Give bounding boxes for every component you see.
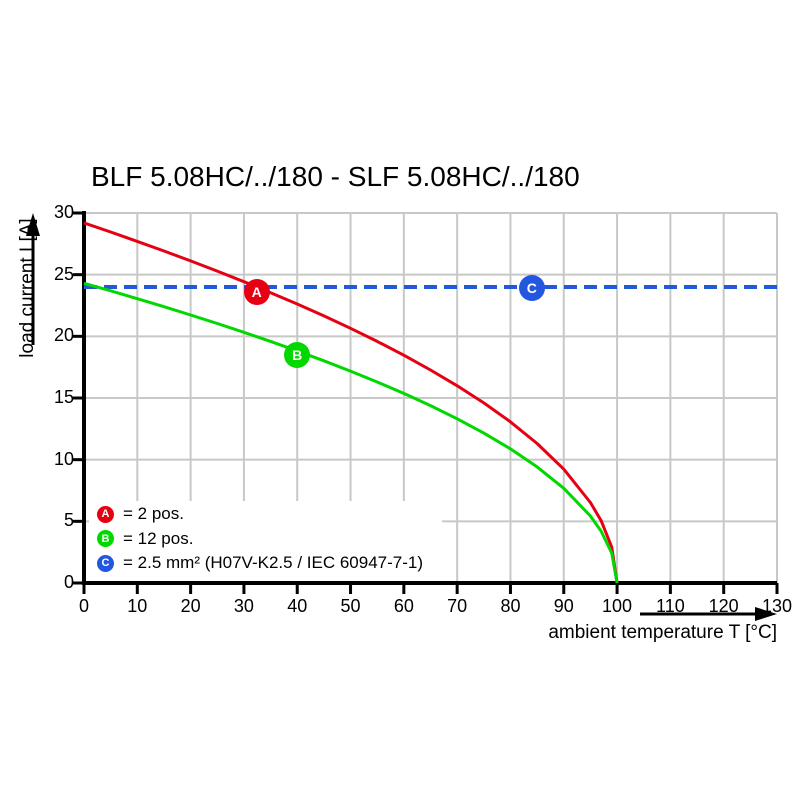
- x-tick-label: 50: [340, 596, 361, 616]
- chart-title: BLF 5.08HC/../180 - SLF 5.08HC/../180: [91, 161, 580, 192]
- x-axis-arrow-icon: [640, 607, 777, 621]
- x-tick-label: 120: [708, 596, 739, 616]
- curve-A: [83, 221, 619, 584]
- axes: [73, 211, 779, 594]
- x-tick-label: 80: [500, 596, 521, 616]
- x-tick-label: 60: [393, 596, 414, 616]
- legend-text-C: = 2.5 mm² (H07V-K2.5 / IEC 60947-7-1): [123, 553, 423, 572]
- legend-background: [89, 501, 442, 582]
- y-tick-label: 15: [53, 387, 74, 407]
- legend-dot-A: A: [97, 505, 114, 523]
- legend-dot-B: B: [97, 530, 114, 547]
- y-tick-label: 30: [53, 202, 74, 222]
- gridlines: [84, 212, 778, 583]
- legend-row: C = 2.5 mm² (H07V-K2.5 / IEC 60947-7-1): [97, 553, 423, 573]
- y-tick-label: 5: [63, 510, 74, 531]
- marker-C: C: [518, 275, 545, 302]
- x-tick-label: 40: [287, 596, 308, 616]
- x-tick-label: 90: [553, 596, 574, 616]
- x-tick-label: 10: [127, 596, 148, 616]
- x-tick-label: 100: [602, 596, 633, 616]
- x-axis-label: ambient temperature T [°C]: [548, 622, 777, 643]
- legend-row: A = 2 pos.: [97, 504, 184, 524]
- x-tick-label: 130: [761, 596, 793, 616]
- x-tick-label: 30: [233, 596, 254, 616]
- x-tick-label: 20: [180, 596, 201, 616]
- data-series: [83, 221, 777, 584]
- y-tick-label: 20: [53, 325, 74, 346]
- marker-A: A: [243, 278, 270, 305]
- marker-B: B: [284, 341, 311, 368]
- x-tick-label: 110: [656, 596, 685, 616]
- x-tick-label: 0: [78, 596, 89, 616]
- y-tick-label: 25: [53, 263, 74, 284]
- y-tick-label: 0: [63, 572, 74, 592]
- curve-B: [83, 281, 619, 584]
- legend-text-B: = 12 pos.: [123, 528, 194, 548]
- y-tick-label: 10: [53, 448, 74, 469]
- legend-dot-C: C: [97, 554, 114, 572]
- legend-text-A: = 2 pos.: [123, 504, 184, 523]
- x-tick-label: 70: [447, 596, 468, 616]
- legend-row: B = 12 pos.: [97, 529, 193, 549]
- y-axis-arrow-icon: [26, 213, 40, 345]
